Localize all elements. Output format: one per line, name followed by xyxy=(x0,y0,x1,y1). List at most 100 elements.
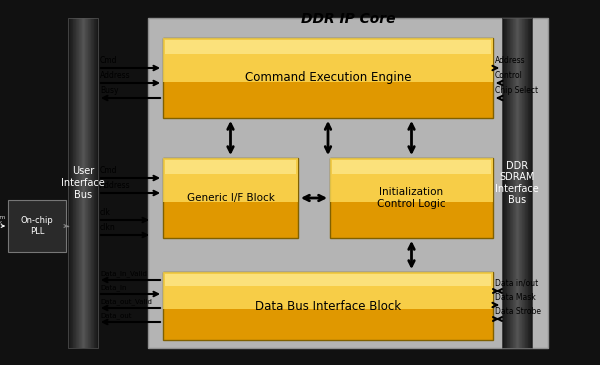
Bar xyxy=(92,18,93,348)
Bar xyxy=(94,18,95,348)
Bar xyxy=(502,18,503,348)
Text: Address: Address xyxy=(495,56,526,65)
Bar xyxy=(506,18,507,348)
Bar xyxy=(74,18,75,348)
Bar xyxy=(530,18,532,348)
Text: Initialization
Control Logic: Initialization Control Logic xyxy=(377,187,446,209)
Bar xyxy=(84,18,85,348)
Text: Data_out_Valid: Data_out_Valid xyxy=(100,298,152,305)
Bar xyxy=(518,18,519,348)
Text: DDR
SDRAM
Interface
Bus: DDR SDRAM Interface Bus xyxy=(495,161,539,205)
Bar xyxy=(511,18,512,348)
Bar xyxy=(77,18,78,348)
Bar xyxy=(68,18,98,348)
Bar xyxy=(91,18,92,348)
Bar xyxy=(71,18,72,348)
Bar xyxy=(503,18,504,348)
Bar xyxy=(95,18,96,348)
Bar xyxy=(83,18,84,348)
Bar xyxy=(521,18,522,348)
Bar xyxy=(82,18,83,348)
Text: Chip Select: Chip Select xyxy=(495,86,538,95)
Bar xyxy=(527,18,529,348)
Bar xyxy=(519,18,521,348)
Bar xyxy=(330,158,493,238)
Text: Command Execution Engine: Command Execution Engine xyxy=(245,72,411,85)
Bar xyxy=(529,18,530,348)
Bar xyxy=(165,40,491,54)
Text: DDR IP Core: DDR IP Core xyxy=(301,12,395,26)
Bar xyxy=(514,18,515,348)
Bar xyxy=(87,18,88,348)
Bar xyxy=(515,18,516,348)
Bar xyxy=(88,18,89,348)
Bar xyxy=(85,18,86,348)
Bar xyxy=(78,18,79,348)
Bar xyxy=(8,200,66,252)
Bar xyxy=(506,18,508,348)
Bar xyxy=(521,18,523,348)
Text: Cmd: Cmd xyxy=(100,56,118,65)
Text: Data Strobe: Data Strobe xyxy=(495,307,541,316)
Bar xyxy=(79,18,80,348)
Bar xyxy=(522,18,523,348)
Bar xyxy=(82,18,83,348)
Bar xyxy=(80,18,81,348)
Text: Control: Control xyxy=(495,71,523,80)
Bar xyxy=(508,18,509,348)
Bar xyxy=(509,18,510,348)
Text: Cmd: Cmd xyxy=(100,166,118,175)
Bar xyxy=(163,158,298,238)
Bar xyxy=(91,18,92,348)
Bar xyxy=(528,18,530,348)
Bar xyxy=(70,18,71,348)
Text: Data_In: Data_In xyxy=(100,284,127,291)
Text: Busy: Busy xyxy=(100,86,119,95)
Bar xyxy=(512,18,514,348)
Bar xyxy=(163,38,493,118)
Text: Data Mask: Data Mask xyxy=(495,293,536,302)
Bar xyxy=(512,18,513,348)
Bar xyxy=(97,18,98,348)
Bar xyxy=(513,18,515,348)
Text: clk: clk xyxy=(100,208,111,217)
Bar xyxy=(503,18,505,348)
Bar xyxy=(81,18,82,348)
Bar xyxy=(330,158,493,202)
Bar xyxy=(76,18,77,348)
Text: Data in/out: Data in/out xyxy=(495,279,538,288)
Bar xyxy=(510,18,511,348)
Text: Address: Address xyxy=(100,181,131,190)
Bar xyxy=(69,18,70,348)
Bar xyxy=(97,18,98,348)
Bar xyxy=(530,18,531,348)
Text: clkn: clkn xyxy=(100,223,116,232)
Bar xyxy=(526,18,527,348)
Text: On-chip
PLL: On-chip PLL xyxy=(20,216,53,236)
Bar xyxy=(75,18,76,348)
Text: Data Bus Interface Block: Data Bus Interface Block xyxy=(255,300,401,312)
Bar xyxy=(520,18,521,348)
Bar xyxy=(531,18,533,348)
Text: Address: Address xyxy=(100,71,131,80)
Bar xyxy=(332,160,491,174)
Bar xyxy=(73,18,74,348)
Text: User
Interface
Bus: User Interface Bus xyxy=(61,166,105,200)
Bar xyxy=(516,18,517,348)
Text: Data_In_Valid: Data_In_Valid xyxy=(100,270,147,277)
Bar xyxy=(90,18,91,348)
Bar xyxy=(527,18,528,348)
Bar xyxy=(502,18,532,348)
Bar xyxy=(85,18,86,348)
Bar xyxy=(504,18,505,348)
Bar xyxy=(505,18,506,348)
Text: Data_out: Data_out xyxy=(100,312,131,319)
Bar xyxy=(524,18,526,348)
Bar xyxy=(96,18,97,348)
Bar xyxy=(89,18,90,348)
Bar xyxy=(93,18,94,348)
Bar xyxy=(76,18,77,348)
Bar xyxy=(79,18,80,348)
Bar xyxy=(517,18,518,348)
Bar xyxy=(518,18,520,348)
